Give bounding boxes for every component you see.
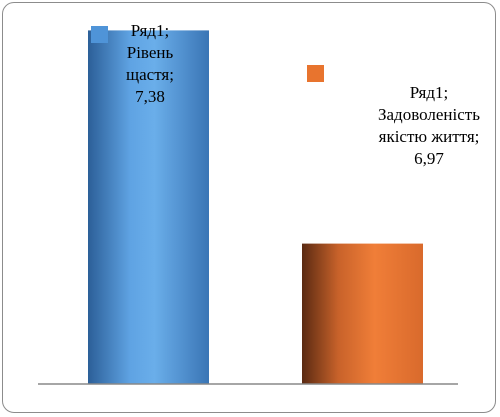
data-label-1: Ряд1; Рівень щастя; 7,38 (126, 21, 174, 106)
data-label-2: Ряд1; Задоволеність якістю життя; 6,97 (378, 83, 480, 168)
data-label-key-2 (307, 65, 324, 82)
data-label-key-1 (91, 26, 108, 43)
bar-2 (302, 243, 423, 384)
bar-1 (88, 30, 209, 385)
